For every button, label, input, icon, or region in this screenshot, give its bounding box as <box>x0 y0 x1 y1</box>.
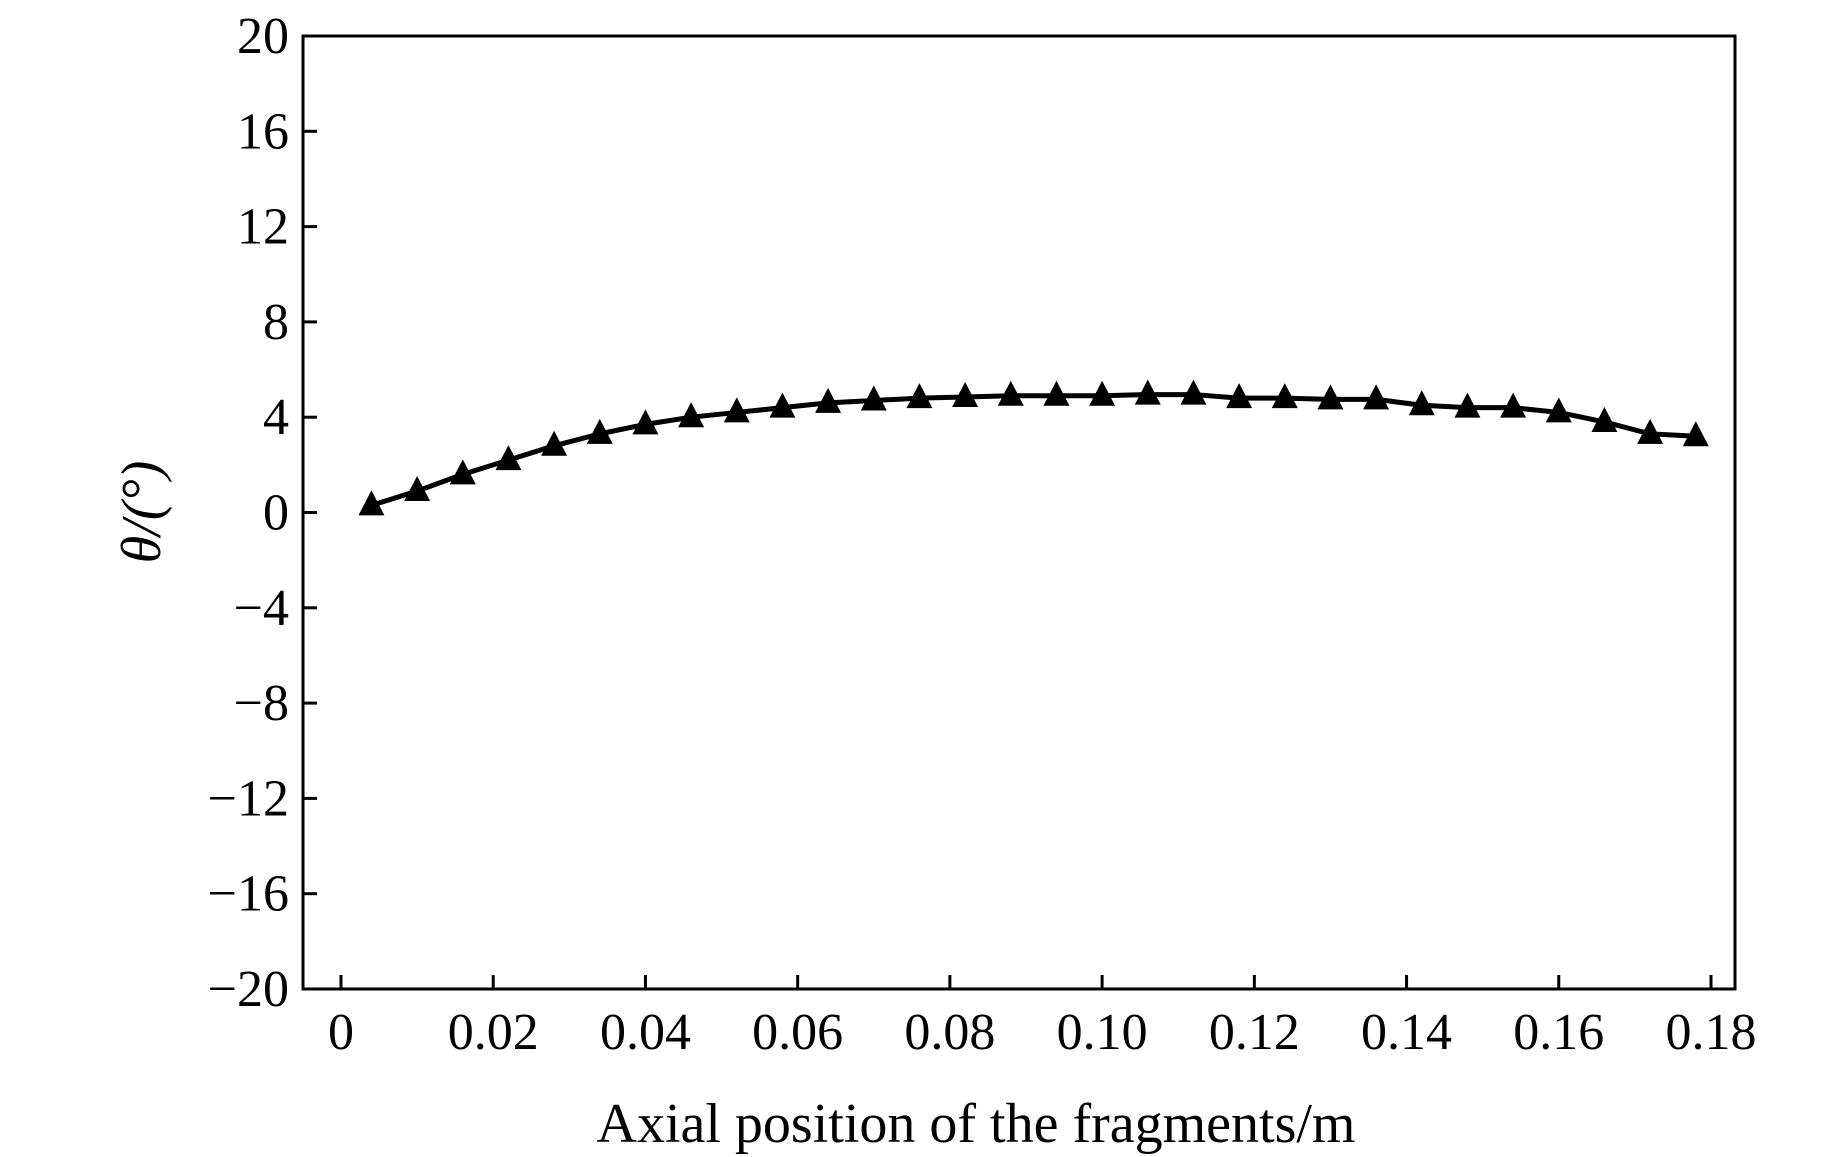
data-point-triangle <box>449 459 476 485</box>
data-point-triangle <box>815 387 842 413</box>
data-point-triangle <box>541 430 568 456</box>
x-tick-label: 0.18 <box>1666 1004 1757 1061</box>
data-point-triangle <box>1454 392 1481 418</box>
data-point-triangle <box>860 385 887 411</box>
series-line <box>370 392 1696 508</box>
data-point-triangle <box>586 418 613 444</box>
data-point-triangle <box>495 445 522 471</box>
x-tick-label: 0.12 <box>1209 1004 1300 1061</box>
data-point-triangle <box>1591 406 1618 432</box>
data-point-triangle <box>1500 392 1527 418</box>
x-tick-label: 0.04 <box>600 1004 691 1061</box>
data-point-triangle <box>997 380 1024 406</box>
y-tick-label: 8 <box>263 294 289 351</box>
data-point-triangle <box>1089 380 1116 406</box>
data-point-triangle <box>1408 390 1435 416</box>
x-tick-label: 0.10 <box>1057 1004 1148 1061</box>
y-tick-label: 4 <box>263 389 289 446</box>
y-tick-label: 12 <box>237 199 289 256</box>
plot-frame <box>301 34 1737 991</box>
y-tick-label: −12 <box>208 770 289 827</box>
y-tick-label: −16 <box>208 866 289 923</box>
data-point-triangle <box>1271 383 1298 409</box>
data-point-triangle <box>906 383 933 409</box>
x-tick-label: 0.14 <box>1361 1004 1452 1061</box>
data-point-triangle <box>1682 421 1709 447</box>
y-tick-label: −8 <box>234 675 289 732</box>
y-tick-label: −4 <box>234 580 289 637</box>
data-point-triangle <box>723 397 750 423</box>
data-point-triangle <box>1226 383 1253 409</box>
data-point-triangle <box>769 392 796 418</box>
x-axis-label: Axial position of the fragments/m <box>597 1093 1356 1155</box>
y-tick-label: 0 <box>263 485 289 542</box>
data-point-triangle <box>1043 380 1070 406</box>
data-point-triangle <box>952 381 979 407</box>
data-point-triangle <box>632 409 659 435</box>
data-point-triangle <box>678 402 705 428</box>
x-tick-label: 0 <box>328 1004 354 1061</box>
x-tick-label: 0.02 <box>448 1004 539 1061</box>
x-tick-label: 0.16 <box>1513 1004 1604 1061</box>
y-axis-label: θ/(°) <box>111 461 173 564</box>
data-point-triangle <box>404 476 431 502</box>
data-point-triangle <box>1180 379 1207 405</box>
data-point-triangle <box>358 490 385 516</box>
x-tick-label: 0.06 <box>752 1004 843 1061</box>
y-tick-label: 20 <box>237 8 289 65</box>
y-tick-label: −20 <box>208 961 289 1018</box>
y-tick-label: 16 <box>237 103 289 160</box>
data-point-triangle <box>1545 397 1572 423</box>
x-tick-label: 0.08 <box>904 1004 995 1061</box>
data-point-triangle <box>1134 379 1161 405</box>
data-point-triangle <box>1363 384 1390 410</box>
data-point-triangle <box>1317 384 1344 410</box>
data-point-triangle <box>1637 418 1664 444</box>
